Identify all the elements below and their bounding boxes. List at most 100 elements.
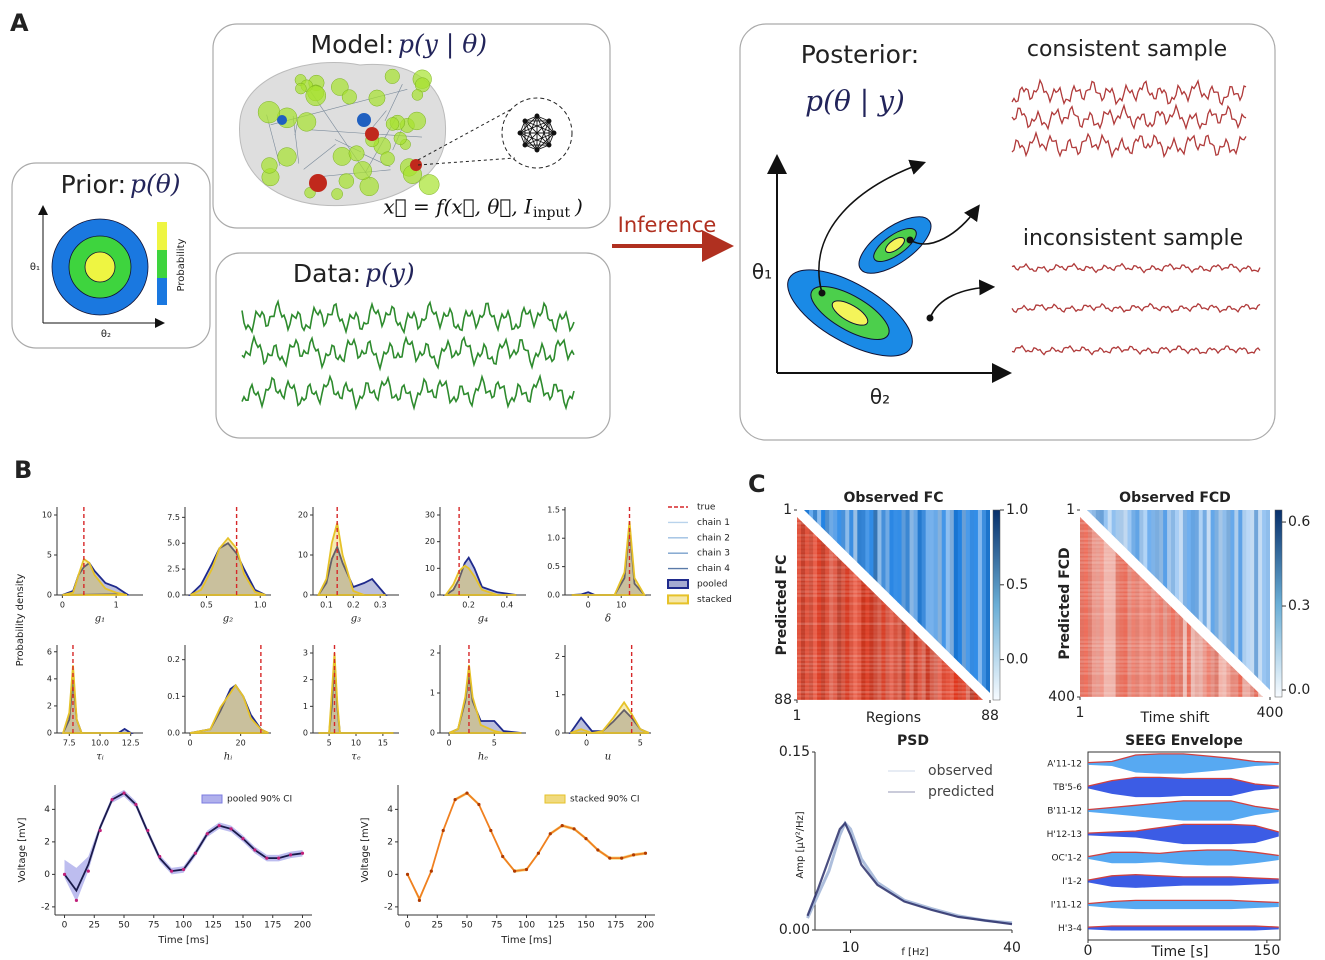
heatmap-texture bbox=[1246, 510, 1251, 690]
heatmap-texture bbox=[1080, 692, 1263, 695]
heatmap-texture bbox=[805, 517, 810, 700]
x-tick-label: 150 bbox=[577, 921, 594, 931]
net-node bbox=[546, 142, 552, 148]
heatmap-texture bbox=[925, 510, 931, 693]
y-tick-label: 0 bbox=[44, 870, 50, 880]
heatmap-texture bbox=[797, 670, 983, 674]
arrow-label: Inference bbox=[618, 213, 717, 237]
observed-point bbox=[441, 828, 445, 833]
heatmap-texture bbox=[901, 510, 907, 693]
stacked-density bbox=[571, 521, 646, 596]
brain-node bbox=[380, 151, 395, 167]
net-node bbox=[534, 147, 540, 153]
heatmap-texture bbox=[1258, 510, 1263, 690]
heatmap-texture bbox=[1080, 656, 1263, 659]
heatmap-texture bbox=[1083, 517, 1089, 697]
x-tick-label: 7.5 bbox=[63, 739, 76, 748]
x-tick-label: 175 bbox=[264, 921, 281, 931]
observed-point bbox=[548, 832, 552, 836]
y-tick-label: 0.0 bbox=[547, 591, 560, 600]
x-tick-label: 200 bbox=[637, 921, 654, 931]
observed-point bbox=[524, 867, 529, 872]
x-tick-label: 10 bbox=[616, 601, 626, 610]
y-tick-label: 10 bbox=[298, 551, 308, 560]
x-tick-label: 1 bbox=[1076, 705, 1085, 721]
heatmap-texture bbox=[797, 614, 983, 617]
x-tick-label: 0 bbox=[405, 921, 411, 931]
stacked-density bbox=[570, 700, 650, 734]
axis-label: θ₂ bbox=[101, 329, 111, 340]
brain-edge bbox=[294, 121, 298, 136]
observed-point bbox=[465, 791, 469, 795]
y-tick-label: 2 bbox=[44, 837, 50, 847]
x-axis-label: g₃ bbox=[351, 614, 361, 625]
heatmap-texture bbox=[1151, 517, 1156, 697]
observed-point bbox=[572, 827, 576, 831]
y-tick-label: 0 bbox=[47, 591, 52, 600]
heatmap-texture bbox=[797, 634, 983, 638]
model-math: p(y | θ) bbox=[398, 30, 487, 60]
observed-point bbox=[158, 854, 162, 859]
prior-ring bbox=[84, 251, 116, 283]
y-tick-label: 3 bbox=[303, 649, 308, 658]
stacked-density bbox=[318, 652, 394, 734]
brain-node bbox=[410, 159, 422, 171]
brain-node bbox=[365, 127, 379, 141]
brain-edge bbox=[384, 84, 403, 121]
observed-point bbox=[513, 869, 517, 873]
x-tick-label: 0 bbox=[584, 739, 589, 748]
sample-label: inconsistent sample bbox=[1023, 226, 1243, 251]
net-edge bbox=[524, 120, 550, 146]
net-edge bbox=[519, 120, 550, 134]
observed-point bbox=[288, 853, 293, 857]
heatmap-texture bbox=[1080, 684, 1263, 687]
heatmap-texture bbox=[1080, 680, 1263, 683]
heatmap-texture bbox=[929, 510, 935, 693]
y-tick-label: 30 bbox=[425, 511, 435, 520]
brain-node bbox=[341, 89, 357, 105]
heatmap-texture bbox=[1226, 510, 1231, 690]
legend-swatch bbox=[667, 579, 689, 589]
signal-trace bbox=[241, 334, 575, 372]
panel-label: C bbox=[748, 470, 766, 498]
x-tick-label: 0 bbox=[447, 739, 452, 748]
x-tick-label: 125 bbox=[548, 921, 565, 931]
heatmap-texture bbox=[905, 510, 911, 693]
heatmap-texture bbox=[1080, 676, 1270, 678]
x-axis-label: τᵢ bbox=[96, 752, 104, 763]
observed-point bbox=[453, 798, 457, 802]
y-tick-label: 2 bbox=[430, 649, 435, 658]
brain-node bbox=[332, 147, 352, 166]
x-tick-label: 0 bbox=[586, 601, 591, 610]
heatmap-texture bbox=[1234, 510, 1239, 690]
x-axis-label: u bbox=[605, 752, 611, 763]
heatmap-texture bbox=[1210, 510, 1216, 690]
y-tick-label: 88 bbox=[774, 692, 792, 708]
y-tick-label: 2 bbox=[387, 837, 393, 847]
colorbar bbox=[1274, 509, 1283, 698]
stacked-density bbox=[189, 683, 269, 734]
brain-node bbox=[385, 117, 400, 131]
ci-band bbox=[64, 789, 303, 902]
y-tick-label: 4 bbox=[387, 805, 393, 815]
x-tick-label: 10 bbox=[842, 940, 860, 956]
heatmap-texture bbox=[897, 510, 903, 693]
observed-point bbox=[86, 869, 90, 873]
heatmap-texture bbox=[1080, 517, 1085, 697]
colorbar-label: 1.0 bbox=[1006, 502, 1028, 518]
x-tick-label: 5 bbox=[492, 739, 497, 748]
panel-label: B bbox=[14, 456, 32, 484]
y-tick-label: 1.0 bbox=[547, 534, 560, 543]
observed-point bbox=[134, 802, 138, 807]
observed-point bbox=[229, 827, 233, 831]
stacked-density bbox=[316, 522, 386, 596]
heatmap-texture bbox=[1103, 517, 1109, 697]
legend-swatch bbox=[201, 794, 223, 804]
heatmap-texture bbox=[1159, 517, 1164, 697]
heatmap-texture bbox=[1127, 517, 1132, 697]
heatmap-texture bbox=[817, 517, 822, 700]
y-tick-label: 5 bbox=[47, 551, 52, 560]
observed-point bbox=[417, 898, 422, 902]
x-axis-label: δ bbox=[605, 614, 611, 625]
seeg-envelope bbox=[1087, 823, 1279, 834]
